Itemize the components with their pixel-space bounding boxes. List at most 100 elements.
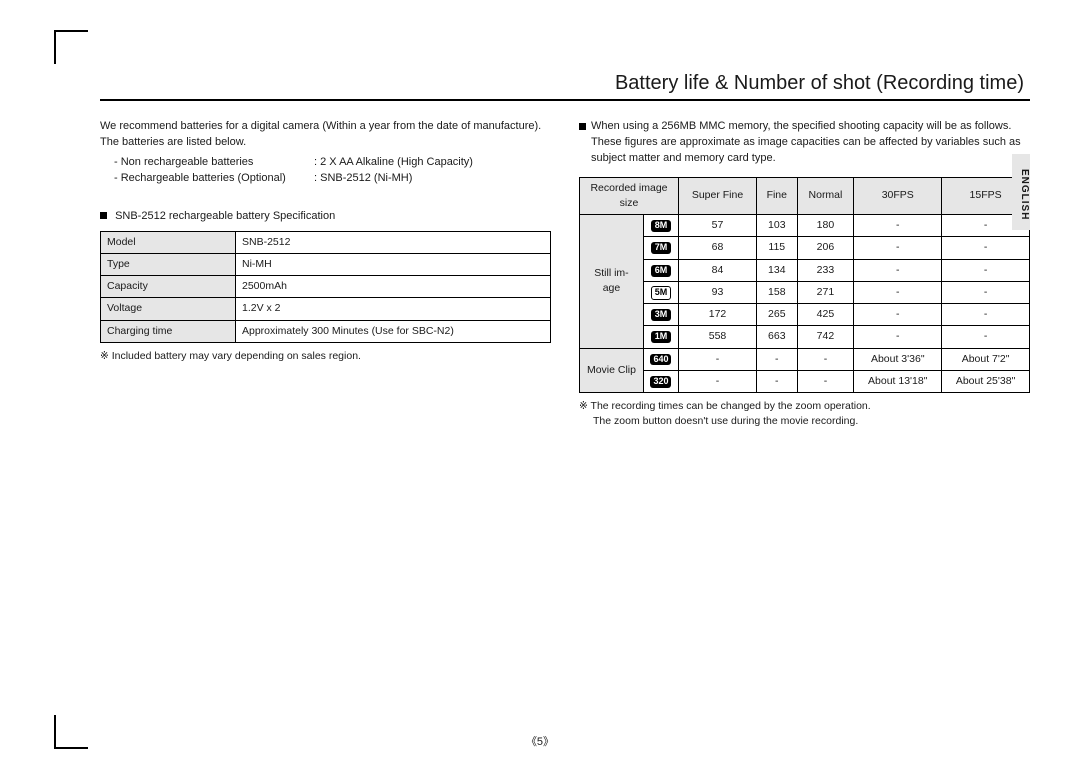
capacity-header: Fine [757,177,798,214]
capacity-value-cell: 103 [757,215,798,237]
capacity-value-cell: 742 [797,326,854,348]
capacity-value-cell: 271 [797,281,854,303]
capacity-row: 6M84134233-- [580,259,1030,281]
capacity-row: Movie Clip640---About 3'36"About 7'2" [580,348,1030,370]
capacity-value-cell: - [854,237,942,259]
spec-row: TypeNi-MH [101,253,551,275]
resolution-badge-icon: 3M [651,309,671,321]
bullet-square-icon [579,123,586,130]
capacity-row: Still im- age8M57103180-- [580,215,1030,237]
capacity-size-cell: 640 [643,348,678,370]
capacity-value-cell: 172 [678,304,756,326]
capacity-value-cell: - [942,237,1030,259]
still-image-category: Still im- age [580,215,644,348]
capacity-value-cell: - [942,326,1030,348]
capacity-value-cell: - [678,370,756,392]
spec-value: 1.2V x 2 [236,298,551,320]
resolution-badge-icon: 320 [650,376,671,388]
capacity-value-cell: 265 [757,304,798,326]
capacity-value-cell: About 13'18" [854,370,942,392]
capacity-size-cell: 7M [643,237,678,259]
spec-heading: SNB-2512 rechargeable battery Specificat… [115,210,335,222]
resolution-badge-icon: 640 [650,354,671,366]
capacity-value-cell: - [942,304,1030,326]
left-column: We recommend batteries for a digital cam… [100,119,551,429]
capacity-row: 1M558663742-- [580,326,1030,348]
capacity-header: 30FPS [854,177,942,214]
right-column: When using a 256MB MMC memory, the speci… [579,119,1030,429]
resolution-badge-icon: 1M [651,331,671,343]
capacity-intro: When using a 256MB MMC memory, the speci… [591,119,1030,167]
capacity-value-cell: 158 [757,281,798,303]
capacity-value-cell: - [757,370,798,392]
spec-note: ※ Included battery may vary depending on… [100,349,551,364]
movie-clip-category: Movie Clip [580,348,644,392]
capacity-value-cell: - [854,281,942,303]
spec-row: Capacity2500mAh [101,276,551,298]
resolution-badge-icon: 6M [651,265,671,277]
capacity-note2: The zoom button doesn't use during the m… [579,414,1030,429]
capacity-row: 320---About 13'18"About 25'38" [580,370,1030,392]
capacity-value-cell: - [678,348,756,370]
capacity-size-cell: 320 [643,370,678,392]
spec-key: Capacity [101,276,236,298]
spec-value: Ni-MH [236,253,551,275]
capacity-value-cell: - [942,281,1030,303]
capacity-row: 3M172265425-- [580,304,1030,326]
page-title: Battery life & Number of shot (Recording… [100,72,1030,101]
capacity-header: Super Fine [678,177,756,214]
capacity-value-cell: 57 [678,215,756,237]
spec-value: Approximately 300 Minutes (Use for SBC-N… [236,320,551,342]
resolution-badge-icon: 5M [651,286,672,300]
capacity-value-cell: 233 [797,259,854,281]
capacity-value-cell: 663 [757,326,798,348]
battery-recharge-value: : SNB-2512 (Ni-MH) [314,171,412,187]
capacity-value-cell: 180 [797,215,854,237]
capacity-value-cell: - [757,348,798,370]
capacity-size-cell: 3M [643,304,678,326]
capacity-value-cell: About 25'38" [942,370,1030,392]
capacity-value-cell: 68 [678,237,756,259]
capacity-value-cell: - [854,259,942,281]
capacity-value-cell: - [854,304,942,326]
resolution-badge-icon: 7M [651,242,671,254]
spec-value: SNB-2512 [236,231,551,253]
spec-table: ModelSNB-2512TypeNi-MHCapacity2500mAhVol… [100,231,551,343]
capacity-header: Normal [797,177,854,214]
spec-key: Type [101,253,236,275]
battery-recharge-label: - Rechargeable batteries (Optional) [114,171,314,187]
battery-nonrecharge-value: : 2 X AA Alkaline (High Capacity) [314,155,473,171]
spec-row: Voltage1.2V x 2 [101,298,551,320]
capacity-value-cell: - [854,215,942,237]
spec-key: Model [101,231,236,253]
capacity-note1: ※ The recording times can be changed by … [579,399,1030,414]
capacity-size-cell: 5M [643,281,678,303]
battery-nonrecharge-label: - Non rechargeable batteries [114,155,314,171]
capacity-size-cell: 6M [643,259,678,281]
capacity-value-cell: 115 [757,237,798,259]
capacity-value-cell: 93 [678,281,756,303]
resolution-badge-icon: 8M [651,220,671,232]
capacity-size-cell: 1M [643,326,678,348]
capacity-value-cell: About 3'36" [854,348,942,370]
capacity-value-cell: 425 [797,304,854,326]
spec-key: Voltage [101,298,236,320]
spec-row: Charging timeApproximately 300 Minutes (… [101,320,551,342]
crop-mark-top-left [54,30,88,64]
capacity-header: Recorded image size [580,177,679,214]
capacity-value-cell: 558 [678,326,756,348]
spec-key: Charging time [101,320,236,342]
capacity-value-cell: - [854,326,942,348]
capacity-row: 5M93158271-- [580,281,1030,303]
capacity-row: 7M68115206-- [580,237,1030,259]
capacity-value-cell: 206 [797,237,854,259]
language-tab: ENGLISH [1012,154,1030,230]
intro-text: We recommend batteries for a digital cam… [100,119,551,151]
capacity-value-cell: - [797,370,854,392]
capacity-value-cell: 84 [678,259,756,281]
spec-row: ModelSNB-2512 [101,231,551,253]
page-content: Battery life & Number of shot (Recording… [100,72,1030,709]
capacity-value-cell: - [942,259,1030,281]
bullet-square-icon [100,212,107,219]
capacity-value-cell: - [797,348,854,370]
